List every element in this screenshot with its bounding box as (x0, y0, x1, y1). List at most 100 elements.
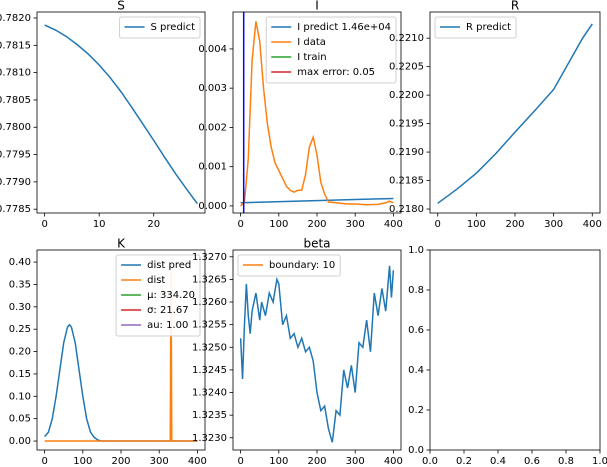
legend-label: I data (297, 37, 326, 48)
y-tick-label: 0.2210 (389, 33, 424, 44)
legend-label: I train (297, 52, 326, 63)
x-tick-label: 10 (93, 219, 106, 230)
series-line (240, 197, 394, 204)
axes-background (233, 250, 401, 450)
axes-title: beta (303, 237, 330, 251)
y-tick-label: 0.35 (9, 279, 31, 290)
legend-box (434, 16, 517, 39)
y-tick-label: 0.0 (408, 445, 424, 456)
series-line (240, 21, 394, 207)
legend-label: max error: 0.05 (297, 67, 375, 78)
x-tick-label: 300 (346, 219, 365, 230)
y-tick-label: 0.004 (198, 44, 227, 55)
y-tick-label: 0.7790 (0, 177, 31, 188)
y-tick-label: 1.3245 (192, 365, 227, 376)
y-tick-label: 0.8 (408, 285, 424, 296)
y-tick-label: 0.6 (408, 325, 424, 336)
y-tick-label: 0.00 (9, 436, 31, 447)
axes-frame (36, 11, 206, 214)
y-tick-label: 1.3240 (192, 388, 227, 399)
legend-label: σ: 21.67 (147, 305, 189, 316)
y-tick-label: 1.3250 (192, 342, 227, 353)
plot-area (437, 23, 593, 204)
axes-title: S (117, 0, 125, 13)
x-tick-label: 300 (150, 456, 169, 467)
y-tick-label: 0.30 (9, 302, 31, 313)
legend-label: dist (147, 275, 165, 286)
x-tick-label: 100 (269, 219, 288, 230)
legend-label: R predict (466, 22, 511, 33)
axes-title: R (511, 0, 519, 13)
x-tick-label: 100 (269, 456, 288, 467)
x-tick-label: 0.6 (524, 456, 540, 467)
y-tick-label: 0.4 (408, 365, 424, 376)
axes-frame (429, 249, 601, 451)
y-tick-label: 1.3230 (192, 433, 227, 444)
y-tick-label: 0.003 (198, 83, 227, 94)
x-tick-label: 400 (384, 219, 403, 230)
legend-label: dist pred (147, 260, 191, 271)
y-tick-label: 0.7795 (0, 150, 31, 161)
y-tick-label: 1.0 (408, 245, 424, 256)
x-tick-label: 0.4 (490, 456, 506, 467)
x-tick-label: 0 (237, 456, 243, 467)
plot-area (44, 24, 198, 205)
axes-background (37, 12, 205, 213)
y-tick-label: 1.3270 (192, 252, 227, 263)
y-tick-label: 0.2190 (389, 147, 424, 158)
x-tick-label: 0 (237, 219, 243, 230)
plot-area (239, 265, 395, 443)
axes: beta 0 100 200 300 400 1.3230 1.3235 1.3240 1.324… (192, 237, 403, 467)
x-tick-label: 400 (384, 456, 403, 467)
legend-box (115, 254, 201, 337)
axes-title: K (117, 237, 126, 251)
x-tick-label: 0.0 (422, 456, 438, 467)
legend: boundary: 10 (237, 254, 341, 277)
y-tick-label: 0.7800 (0, 122, 31, 133)
axes-frame (232, 249, 402, 451)
legend-label: I predict 1.46e+04 (297, 22, 391, 33)
x-tick-label: 20 (147, 219, 160, 230)
y-tick-label: 0.2200 (389, 90, 424, 101)
y-tick-label: 1.3260 (192, 297, 227, 308)
x-tick-label: 100 (73, 456, 92, 467)
x-tick-label: 200 (307, 219, 326, 230)
legend: dist pred dist μ: 334.20 σ: 21.67 au: 1.00 (115, 254, 201, 337)
y-tick-label: 0.2185 (389, 176, 424, 187)
y-tick-label: 0.7785 (0, 204, 31, 215)
x-tick-label: 400 (583, 219, 602, 230)
axes-title: I (315, 0, 319, 13)
y-tick-label: 0.002 (198, 122, 227, 133)
y-tick-label: 0.20 (9, 347, 31, 358)
axes-frame (232, 11, 402, 214)
y-tick-label: 0.2180 (389, 204, 424, 215)
legend-box (237, 254, 341, 277)
series-line (44, 24, 198, 205)
x-tick-label: 0.8 (558, 456, 574, 467)
legend-box (119, 16, 201, 39)
legend-label: S predict (151, 22, 196, 33)
x-tick-label: 0 (41, 219, 47, 230)
y-tick-label: 1.3255 (192, 320, 227, 331)
x-tick-label: 200 (111, 456, 130, 467)
x-tick-label: 0.2 (456, 456, 472, 467)
axes: I 0 100 200 300 400 0.000 0.001 0.002 0.003 0.004 I… (198, 0, 403, 230)
y-tick-label: 0.000 (198, 201, 227, 212)
x-tick-label: 300 (544, 219, 563, 230)
axes: K 0 100 200 300 400 0.00 0.05 0.10 0.15 0.20 0.25 0.… (9, 237, 207, 467)
x-tick-label: 0 (435, 219, 441, 230)
axes-background (430, 250, 600, 450)
y-tick-label: 0.25 (9, 324, 31, 335)
y-tick-label: 1.3265 (192, 274, 227, 285)
x-tick-label: 200 (505, 219, 524, 230)
y-tick-label: 0.15 (9, 369, 31, 380)
y-tick-label: 0.10 (9, 391, 31, 402)
y-tick-label: 1.3235 (192, 410, 227, 421)
y-tick-label: 0.7805 (0, 95, 31, 106)
axes: 0.0 0.2 0.4 0.6 0.8 1.0 0.0 0.2 0.4 0.6 0.8 1.0 (408, 245, 607, 467)
y-tick-label: 0.2205 (389, 62, 424, 73)
legend-box (265, 16, 397, 84)
axes-frame (36, 249, 206, 451)
x-tick-label: 400 (188, 456, 207, 467)
